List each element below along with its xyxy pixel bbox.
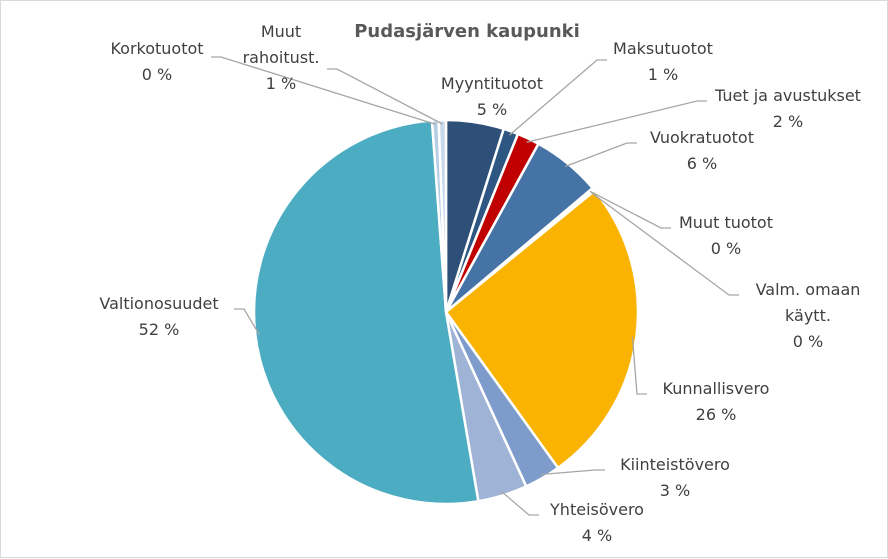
leader-line-korkotuotot — [211, 56, 436, 125]
label-name-valtionosuudet: Valtionosuudet — [99, 294, 218, 313]
slice-muut-rahoitust — [437, 118, 448, 313]
leader-line-kunnallisvero — [631, 336, 647, 395]
chart-title: Pudasjärven kaupunki — [354, 21, 580, 42]
label-value-korkotuotot: 0 % — [142, 65, 172, 84]
label-name-korkotuotot: Korkotuotot — [110, 39, 203, 58]
leader-line-yhteisövero — [501, 491, 539, 516]
label-value-maksutuotot: 1 % — [648, 65, 678, 84]
pie-slices — [252, 118, 640, 506]
label-name-kiinteistövero: Kiinteistövero — [620, 455, 730, 474]
leader-line-muut-tuotot — [589, 190, 671, 229]
label-value-tuet-ja-avustukset: 2 % — [773, 112, 803, 131]
label-name-muut-rahoitust-2: rahoitust. — [243, 48, 320, 67]
label-name-tuet-ja-avustukset: Tuet ja avustukset — [714, 86, 861, 105]
slice-valtionosuudet — [252, 119, 480, 506]
leader-line-valtionosuudet — [234, 308, 260, 336]
leader-line-tuet-ja-avustukset — [526, 100, 707, 143]
label-value-muut-rahoitust: 1 % — [266, 74, 296, 93]
label-value-kiinteistövero: 3 % — [660, 481, 690, 500]
label-name-muut-tuotot: Muut tuotot — [679, 213, 773, 232]
label-name-myyntituotot: Myyntituotot — [441, 74, 543, 93]
slice-labels: Myyntituotot 5 % Maksutuotot 1 % Tuet ja avu… — [99, 22, 861, 545]
label-value-vuokratuotot: 6 % — [687, 154, 717, 173]
leader-line-valm-omaan-käytt — [590, 191, 739, 296]
leader-line-muut-rahoitust — [327, 68, 443, 125]
label-name-muut-rahoitust-1: Muut — [261, 22, 301, 41]
label-value-kunnallisvero: 26 % — [696, 405, 737, 424]
label-name-vuokratuotot: Vuokratuotot — [650, 128, 754, 147]
leader-line-vuokratuotot — [564, 142, 637, 168]
leader-line-kiinteistövero — [540, 469, 605, 476]
label-value-valm-omaan-käytt: 0 % — [793, 332, 823, 351]
label-name-yhteisövero: Yhteisövero — [549, 500, 644, 519]
label-value-yhteisövero: 4 % — [582, 526, 612, 545]
label-value-valtionosuudet: 52 % — [139, 320, 180, 339]
leader-lines — [211, 56, 739, 516]
label-name-kunnallisvero: Kunnallisvero — [663, 379, 770, 398]
label-value-muut-tuotot: 0 % — [711, 239, 741, 258]
leader-line-maksutuotot — [509, 59, 607, 136]
label-name-valm-omaan-käytt-2: käytt. — [785, 306, 831, 325]
slice-kunnallisvero — [444, 188, 640, 470]
label-value-myyntituotot: 5 % — [477, 100, 507, 119]
label-name-valm-omaan-käytt-1: Valm. omaan — [756, 280, 861, 299]
label-name-maksutuotot: Maksutuotot — [613, 39, 713, 58]
